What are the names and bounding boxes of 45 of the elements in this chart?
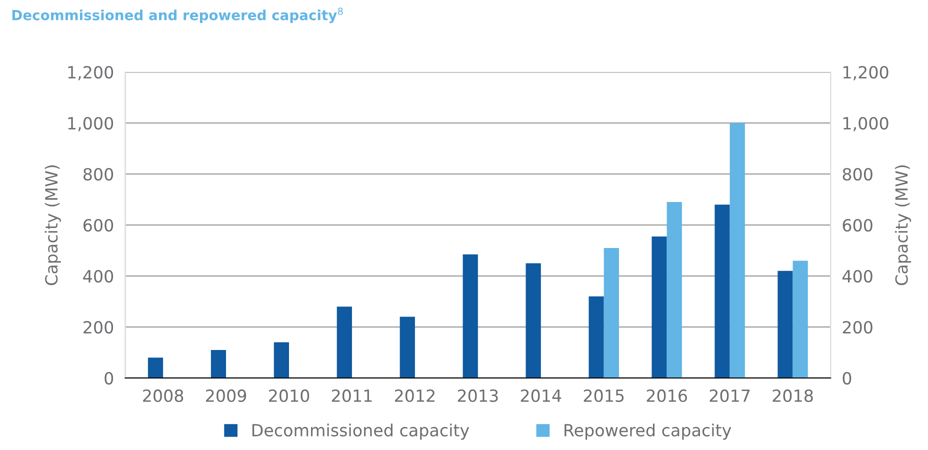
x-tick-label: 2010 xyxy=(269,389,310,402)
y2-tick-label: 600 xyxy=(842,218,872,232)
bar xyxy=(148,358,164,378)
y-tick-label: 1,200 xyxy=(68,66,114,80)
y-axis-title: Capacity (MW) xyxy=(44,165,61,286)
y2-tick-label: 0 xyxy=(842,372,852,385)
x-tick-label: 2016 xyxy=(646,389,687,402)
x-tick-label: 2008 xyxy=(143,389,184,402)
y2-tick-label: 1,000 xyxy=(844,116,888,132)
x-tick-label: 2011 xyxy=(332,389,372,402)
y2-axis-title: Capacity (MW) xyxy=(894,165,912,286)
y2-tick-label: 200 xyxy=(842,320,872,334)
bar xyxy=(652,236,667,378)
y2-tick-label: 800 xyxy=(842,168,872,181)
y-tick-label: 600 xyxy=(84,218,114,232)
y2-tick-label: 400 xyxy=(842,270,872,283)
x-tick-label: 2018 xyxy=(772,389,813,402)
bar xyxy=(274,342,290,378)
bar xyxy=(666,202,682,378)
x-tick-label: 2014 xyxy=(520,389,562,402)
bar xyxy=(604,248,619,378)
y-tick-label: 800 xyxy=(83,168,114,181)
y2-tick-label: 1,200 xyxy=(844,66,888,80)
bar xyxy=(336,306,352,378)
chart-title: Decommissioned and repowered capacity$^{8}$ xyxy=(12,8,343,24)
y-tick-label: 400 xyxy=(83,270,114,283)
y-tick-label: 1,000 xyxy=(68,116,114,132)
bar xyxy=(714,204,730,378)
x-tick-label: 2009 xyxy=(206,389,246,402)
bar xyxy=(730,123,745,378)
legend-label: Repowered capacity xyxy=(564,424,732,440)
bar xyxy=(778,270,793,378)
bar xyxy=(792,260,808,378)
x-tick-label: 2017 xyxy=(710,389,750,402)
bar xyxy=(588,296,604,378)
x-tick-label: 2015 xyxy=(584,389,624,402)
x-tick-label: 2012 xyxy=(394,389,434,402)
bar xyxy=(210,350,226,378)
y-tick-label: 0 xyxy=(104,372,114,385)
bar xyxy=(526,263,541,378)
y-tick-label: 200 xyxy=(84,320,114,334)
x-tick-label: 2013 xyxy=(458,389,498,402)
bar xyxy=(462,254,478,378)
legend-label: Decommissioned capacity xyxy=(252,424,470,440)
bar xyxy=(400,316,415,378)
